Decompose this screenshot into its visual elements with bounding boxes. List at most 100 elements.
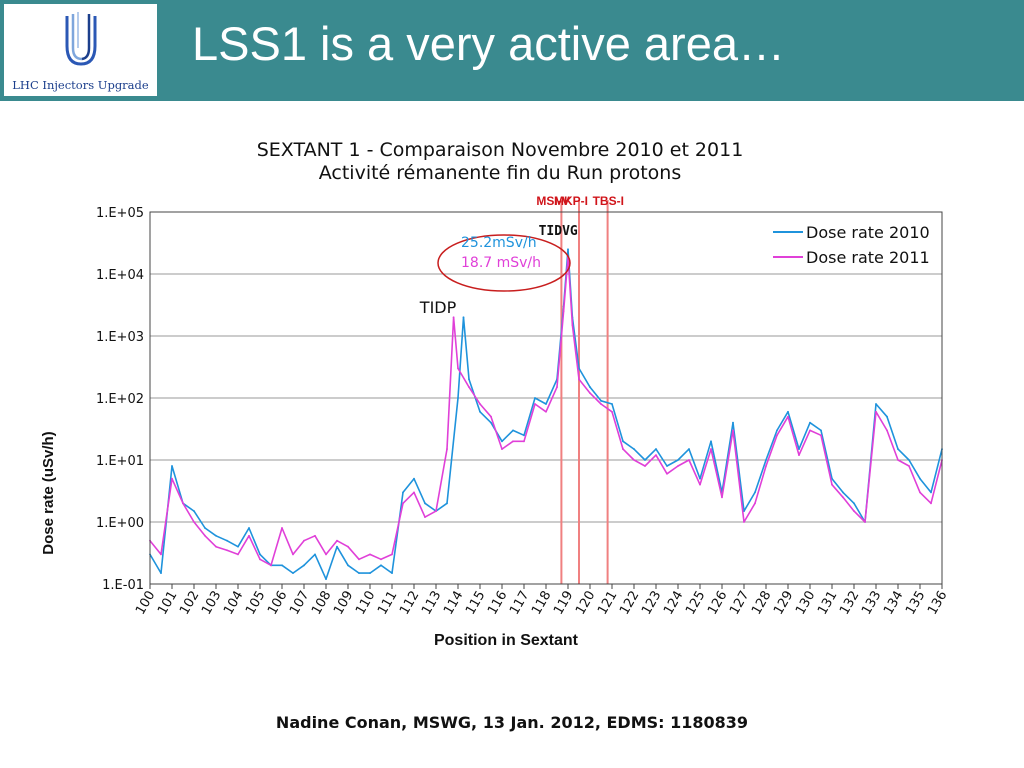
data-point [259,558,261,561]
data-point [468,386,470,388]
data-point [842,491,844,494]
data-point [633,448,635,450]
data-point [853,502,855,505]
data-point [457,397,459,399]
y-tick-label: 1.E-01 [102,578,144,593]
marker-label: MKP-I [554,194,588,208]
series-line [149,248,943,580]
data-point [462,316,465,319]
callout: 25.2mSv/h 18.7 mSv/h [437,234,571,292]
data-point [611,410,613,413]
data-point [908,465,910,467]
data-point [930,491,932,494]
data-point [314,553,316,556]
data-point [567,248,569,251]
data-point [611,403,613,405]
logo-text: LHC Injectors Upgrade [12,78,149,92]
data-point [358,558,360,561]
x-tick-label: 133 [859,589,884,618]
data-point [798,448,800,450]
data-point [743,510,745,512]
data-point [336,545,338,548]
data-point [787,410,789,413]
data-point [710,448,712,450]
footer-credit: Nadine Conan, MSWG, 13 Jan. 2012, EDMS: … [275,713,749,732]
data-point [919,491,921,494]
x-tick-label: 124 [661,589,686,618]
data-point [490,415,492,418]
x-tick-label: 136 [925,589,950,618]
data-point [600,399,602,402]
callout-ellipse [437,234,571,292]
x-tick-label: 113 [419,589,444,618]
x-tick-label: 101 [155,589,180,618]
data-point [930,502,932,505]
data-point [248,534,250,537]
data-point [699,477,701,480]
data-point [589,386,591,388]
data-point [193,510,195,512]
data-point [501,448,503,450]
chart-subtitle: Activité rémanente fin du Run protons [319,162,681,184]
data-point [314,534,316,537]
y-tick-label: 1.E+02 [96,392,144,407]
data-point [292,572,294,574]
x-tick-label: 116 [485,589,510,618]
y-tick-label: 1.E+04 [96,268,144,283]
x-tick-label: 105 [243,589,268,618]
data-point [622,448,624,450]
data-point [842,496,844,499]
data-point [600,403,602,405]
data-point [754,502,756,505]
data-point [710,440,712,443]
legend-label: Dose rate 2010 [806,223,930,242]
data-point [809,421,811,424]
data-point [490,421,492,424]
x-tick-label: 109 [331,589,356,618]
data-point [512,440,514,443]
data-point [721,496,723,499]
lhc-logo-mark [65,12,97,66]
data-point [820,429,822,432]
series-line [149,256,943,567]
data-point [820,434,822,437]
data-point [226,539,228,542]
x-tick-label: 134 [881,589,906,618]
x-tick-label: 135 [903,589,928,618]
data-point [699,483,701,486]
x-tick-label: 130 [793,589,818,618]
data-point [886,429,888,432]
vertical-markers [560,200,609,584]
data-point [215,545,217,548]
data-point [248,527,250,529]
data-point [853,510,855,512]
x-tick-label: 104 [221,589,246,618]
data-point [776,434,778,437]
data-point [765,459,767,461]
data-point [798,454,800,456]
data-point [875,403,877,405]
data-point [831,483,833,486]
data-point [732,429,734,432]
x-tick-label: 117 [507,589,532,618]
data-point [534,397,536,399]
data-point [446,502,448,505]
y-tick-label: 1.E+03 [96,330,144,345]
data-point [864,521,866,523]
data-point [765,465,767,467]
data-point [677,465,679,467]
data-point [457,367,459,370]
data-point [479,403,481,405]
x-tick-label: 120 [573,589,598,618]
x-axis-ticks: 1001011021031041051061071081091101111121… [133,584,950,618]
data-point [435,510,437,512]
y-tick-label: 1.E+00 [96,516,144,531]
x-tick-label: 131 [815,589,840,618]
data-point [897,459,899,461]
x-tick-label: 106 [265,589,290,618]
data-point [644,465,646,467]
x-tick-label: 111 [375,589,400,618]
data-point [523,440,525,443]
data-point [677,459,679,461]
